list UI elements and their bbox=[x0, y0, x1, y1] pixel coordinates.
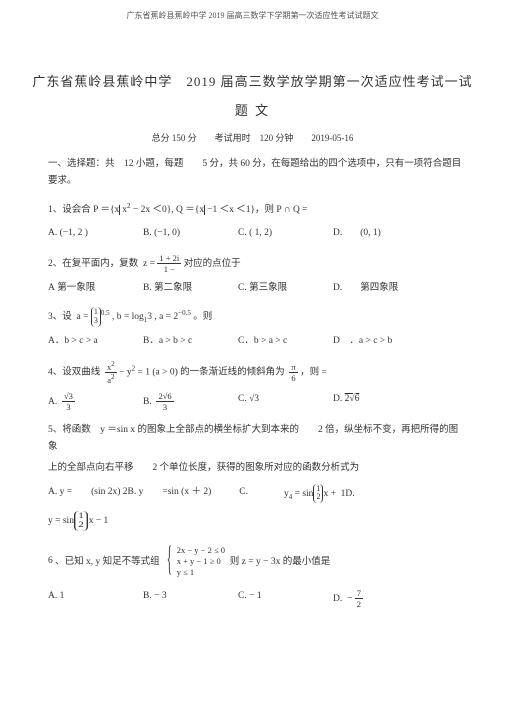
q5-A: A. y = (sin 2x) 2B. y =sin (x ＋ 2) bbox=[48, 484, 211, 504]
q5-extra: y = sin 12 x − 1 bbox=[48, 511, 465, 531]
q6-D: D. − 72 bbox=[333, 588, 428, 609]
q5-C: C. bbox=[239, 484, 248, 504]
q4-tail1: 的一条渐近线的倾斜角为 bbox=[180, 368, 285, 378]
q6-system: 2x − y − 2 ≤ 0 x + y − 1 ≥ 0 y ≤ 1 bbox=[167, 545, 225, 578]
q5-l2: 上的全部点向右平移 2 个单位长度，获得的图象所对应的函数分析式为 bbox=[48, 460, 465, 477]
q6-stem: 、已知 x, y 知足不等式组 bbox=[55, 557, 160, 567]
q5-options: A. y = (sin 2x) 2B. y =sin (x ＋ 2) C. y4… bbox=[48, 484, 465, 504]
q2-C: C. 第三象限 bbox=[238, 280, 333, 297]
q2-A: A 第一象限 bbox=[48, 280, 143, 297]
q1-D: D.(0, 1) bbox=[333, 225, 428, 242]
q2-options: A 第一象限 B. 第二象限 C. 第三象限 D.第四象限 bbox=[48, 280, 465, 297]
q2-tail: 对应的点位于 bbox=[184, 258, 241, 268]
q4-tail2: ，则 = bbox=[300, 368, 327, 378]
section-1-head: 一、选择题：共 12 小题，每题 5 分，共 60 分，在每题给出的四个选项中，… bbox=[48, 156, 465, 190]
q3-B: B．a > b > c bbox=[143, 333, 238, 350]
q3: 3、设 a = 130.5 , b = log13 , a = 2−0.5 。则 bbox=[48, 307, 465, 327]
q3-C: C．b > a > c bbox=[238, 333, 333, 350]
q2-stem: 2、在复平面内，复数 bbox=[48, 258, 138, 268]
q4-B: B. 2√63 bbox=[143, 391, 238, 412]
q1-C: C. ( 1, 2) bbox=[238, 225, 333, 242]
q6-options: A. 1 B. − 3 C. − 1 D. − 72 bbox=[48, 588, 465, 609]
q4-options: A. √33 B. 2√63 C. √3 D. 2√6 bbox=[48, 391, 465, 412]
q3-vec: 13 bbox=[91, 307, 101, 327]
q1: 1、设会合 P ＝{xx2 − 2x ＜0}, Q ＝{x−1 ＜x ＜1}，则… bbox=[48, 200, 465, 219]
q1-expr: P ＝{xx2 − 2x ＜0}, Q ＝{x−1 ＜x ＜1}，则 P ∩ Q… bbox=[93, 205, 307, 215]
q6-A: A. 1 bbox=[48, 588, 143, 609]
q1-B: B. (−1, 0) bbox=[143, 225, 238, 242]
q4-stem: 4、设双曲线 bbox=[48, 368, 100, 378]
q6-B: B. − 3 bbox=[143, 588, 238, 609]
page-header: 广东省蕉岭县蕉岭中学 2019 届高三数学下学期第一次适应性考试试题文 bbox=[0, 0, 505, 21]
q2: 2、在复平面内，复数 z = 1 + 2i1 − 对应的点位于 bbox=[48, 253, 465, 274]
q3-options: A．b > c > a B．a > b > c C．b > a > c D ．a… bbox=[48, 333, 465, 350]
q6-C: C. − 1 bbox=[238, 588, 333, 609]
q3-D: D ．a > c > b bbox=[333, 333, 428, 350]
q2-frac: 1 + 2i1 − bbox=[157, 253, 181, 274]
main-title: 广东省蕉岭县蕉岭中学 2019 届高三数学放学期第一次适应性考试一试 bbox=[0, 71, 505, 90]
q4: 4、设双曲线 x2a2 − y2 = 1 (a > 0) 的一条渐近线的倾斜角为… bbox=[48, 360, 465, 385]
q3-stem: 3、设 bbox=[48, 312, 72, 322]
q3-A: A．b > c > a bbox=[48, 333, 143, 350]
q1-A: A. (−1, 2 ) bbox=[48, 225, 143, 242]
q4-C: C. √3 bbox=[238, 391, 333, 412]
q2-B: B. 第二象限 bbox=[143, 280, 238, 297]
sub-title: 题 文 bbox=[0, 100, 505, 119]
q6: 6 、已知 x, y 知足不等式组 2x − y − 2 ≤ 0 x + y −… bbox=[48, 545, 465, 578]
q1-options: A. (−1, 2 ) B. (−1, 0) C. ( 1, 2) D.(0, … bbox=[48, 225, 465, 242]
q5-CD: y4 = sin12x + 1D. bbox=[284, 484, 355, 504]
q6-tail: 则 z = y − 3x 的最小值是 bbox=[230, 557, 330, 567]
q1-stem: 1、设会合 bbox=[48, 205, 91, 215]
q2-D: D.第四象限 bbox=[333, 280, 428, 297]
q3-tail: 。则 bbox=[193, 312, 212, 322]
meta-line: 总分 150 分 考试用时 120 分钟 2019-05-16 bbox=[0, 131, 505, 144]
q5-l1: 5、将函数 y ＝sin x 的图象上全部点的横坐标扩大到本来的 2 倍，纵坐标… bbox=[48, 422, 465, 456]
q4-A: A. √33 bbox=[48, 391, 143, 412]
q4-D: D. 2√6 bbox=[333, 391, 428, 412]
